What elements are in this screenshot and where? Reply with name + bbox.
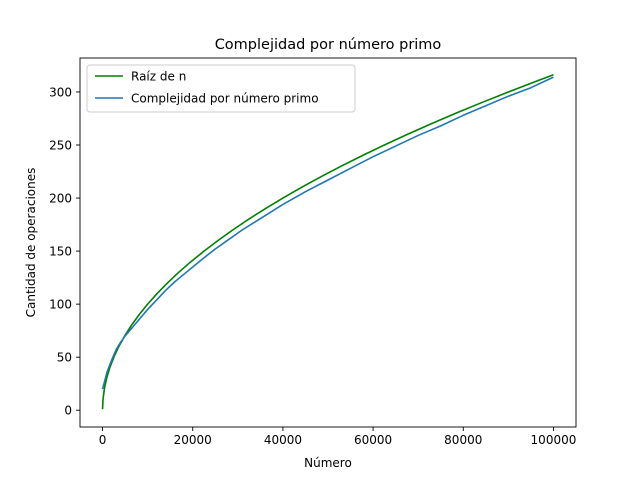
x-axis: 0 20000 40000 60000 80000 100000 xyxy=(99,427,577,447)
legend-box xyxy=(86,64,356,113)
x-tick-label: 80000 xyxy=(444,433,482,447)
y-axis-label: Cantidad de operaciones xyxy=(24,168,38,318)
x-axis-label: Número xyxy=(304,456,352,470)
y-tick-label: 0 xyxy=(64,404,72,418)
y-tick-label: 50 xyxy=(57,351,72,365)
y-tick-label: 100 xyxy=(49,298,72,312)
series-line-0 xyxy=(101,74,554,410)
y-tick-label: 200 xyxy=(49,192,72,206)
x-tick-label: 60000 xyxy=(354,433,392,447)
y-tick-label: 300 xyxy=(49,85,72,99)
y-tick-label: 250 xyxy=(49,138,72,152)
x-tick-label: 100000 xyxy=(531,433,577,447)
x-tick-label: 20000 xyxy=(174,433,212,447)
series-line-1 xyxy=(101,76,554,390)
legend-label-raiz: Raíz de n xyxy=(131,70,186,84)
y-axis: 0 50 100 150 200 250 300 xyxy=(49,85,80,418)
legend: Raíz de n Complejidad por número primo xyxy=(86,64,356,113)
chart-title: Complejidad por número primo xyxy=(215,37,442,53)
x-tick-label: 40000 xyxy=(264,433,302,447)
plot-frame xyxy=(79,57,577,428)
y-tick-label: 150 xyxy=(49,245,72,259)
x-tick-label: 0 xyxy=(99,433,107,447)
legend-label-complejidad: Complejidad por número primo xyxy=(131,92,319,106)
series-layer xyxy=(101,74,554,410)
